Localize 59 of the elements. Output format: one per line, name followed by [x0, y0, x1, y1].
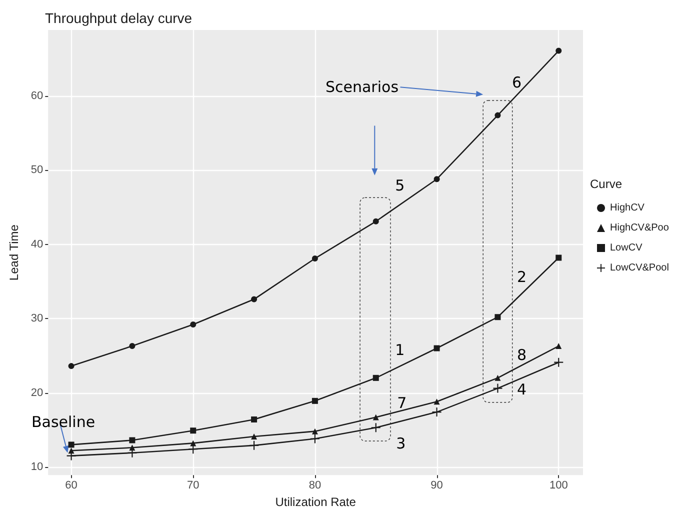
legend-label: LowCV: [610, 242, 643, 254]
point: [372, 414, 379, 420]
point: [372, 374, 379, 381]
annotation: 3: [396, 434, 406, 453]
annotation: 8: [516, 346, 526, 364]
legend-title: Curve: [590, 177, 622, 191]
x-axis-title: Utilization Rate: [275, 495, 356, 509]
point: [312, 398, 318, 404]
point: [432, 408, 442, 417]
y-axis-title: Lead Time: [7, 224, 21, 281]
point: [434, 398, 440, 405]
annotation: 5: [395, 176, 405, 194]
point: [251, 434, 258, 440]
point: [494, 314, 501, 320]
point: [68, 442, 74, 448]
point: [251, 296, 258, 302]
annotation: 6: [512, 73, 522, 92]
y-tick-label: 10: [30, 460, 44, 473]
x-tick-label: 90: [430, 480, 443, 492]
point: [556, 254, 562, 261]
point: [129, 343, 136, 350]
point: [494, 112, 501, 118]
annotation: 1: [395, 340, 405, 359]
point: [129, 437, 136, 444]
point: [68, 363, 74, 370]
point: [250, 440, 259, 450]
point: [494, 374, 501, 381]
point: [310, 434, 320, 444]
point: [312, 255, 318, 262]
legend-label: LowCV&Pool: [610, 262, 669, 274]
legend-label: HighCV&Poo: [610, 222, 670, 234]
point: [493, 384, 502, 393]
y-tick-label: 60: [30, 90, 44, 102]
point: [372, 218, 379, 224]
x-tick-label: 80: [308, 480, 322, 492]
annotation: Baseline: [31, 412, 96, 431]
point: [190, 428, 196, 434]
point: [556, 48, 562, 54]
point: [434, 176, 440, 182]
point: [312, 428, 318, 434]
x-tick-label: 100: [549, 480, 568, 492]
chart-title: Throughput delay curve: [45, 10, 192, 26]
legend-label: HighCV: [610, 202, 645, 214]
x-tick-label: 60: [65, 480, 78, 492]
y-tick-label: 50: [30, 164, 44, 176]
annotation: 2: [516, 268, 526, 286]
annotation: 7: [397, 394, 407, 412]
y-tick-label: 20: [30, 386, 44, 399]
point: [554, 358, 564, 367]
annotation: Scenarios: [325, 78, 399, 96]
point: [371, 423, 380, 432]
point: [251, 416, 258, 422]
y-tick-label: 30: [30, 312, 44, 325]
point: [434, 345, 440, 352]
annotation: 4: [516, 380, 526, 398]
point: [190, 322, 196, 328]
x-tick-label: 70: [186, 480, 200, 492]
y-tick-label: 40: [30, 238, 44, 250]
point: [556, 343, 562, 350]
